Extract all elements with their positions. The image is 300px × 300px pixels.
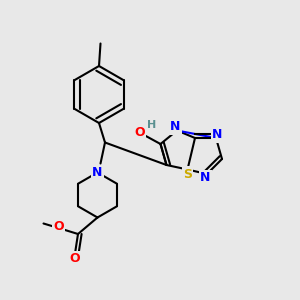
Text: O: O <box>134 126 145 139</box>
Text: O: O <box>70 252 80 266</box>
Text: H: H <box>147 120 156 130</box>
Text: N: N <box>92 166 103 179</box>
Text: N: N <box>200 171 211 184</box>
Text: O: O <box>53 220 64 233</box>
Text: S: S <box>183 167 192 181</box>
Text: N: N <box>212 128 223 142</box>
Text: N: N <box>170 120 181 134</box>
